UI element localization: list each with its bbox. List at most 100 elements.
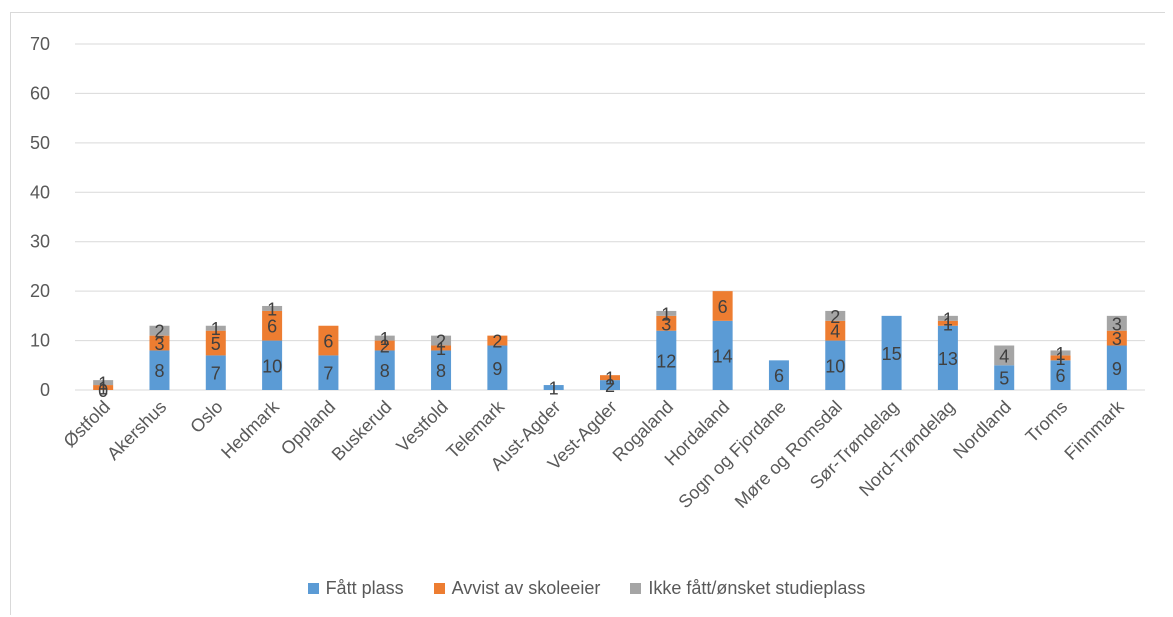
legend-swatch-fatt-plass [307,583,319,594]
legend-swatch-ikke-fatt [630,583,642,594]
data-label: 2 [830,307,840,327]
bar-segment [374,340,395,351]
bar-segment [1050,360,1071,390]
x-category-label: Møre og Romsdal [731,397,846,512]
data-label: 1 [605,369,615,389]
bar-segment [149,325,170,336]
data-label: 5 [211,334,221,354]
data-label: 3 [661,314,671,334]
data-label: 12 [656,351,676,371]
y-tick-label: 60 [30,83,50,103]
bar-segment [149,335,170,351]
y-axis-tick-labels: 0 10 20 30 40 50 60 70 [30,34,50,400]
bar-segment [768,360,789,390]
bar-segment [374,335,395,341]
legend-label-avvist: Avvist av skoleeier [451,578,601,598]
bar-segment [318,355,339,390]
data-label: 6 [1056,366,1066,386]
bar-segment [262,305,283,311]
data-label: 1 [661,304,671,324]
data-label: 10 [262,356,282,376]
x-category-label: Akershus [103,397,170,464]
bar-segment [1106,345,1127,390]
data-label: 9 [492,359,502,379]
chart-frame [10,12,1165,615]
data-label: 1 [943,314,953,334]
gridlines [75,43,1145,391]
bar-segment [205,330,226,356]
data-label: 7 [211,364,221,384]
data-label: 2 [154,322,164,342]
data-label: 1 [98,379,108,399]
x-category-label: Nord-Trøndelag [855,397,959,501]
bar-segment [262,310,283,341]
data-label: 1 [943,309,953,329]
bar-segment [825,320,846,341]
data-label: 4 [830,322,840,342]
data-label: 1 [98,374,108,394]
data-label: 7 [323,364,333,384]
bar-segment [994,365,1015,390]
data-label: 1 [267,299,277,319]
legend: Fått plass Avvist av skoleeier Ikke fått… [0,578,1173,599]
x-category-label: Buskerud [328,397,396,465]
bar-segment [656,310,677,316]
data-label: 2 [492,332,502,352]
x-category-label: Nordland [949,397,1015,463]
data-label: 3 [154,334,164,354]
bar-segment [543,385,564,390]
bar-segment [600,380,620,390]
data-label: 2 [605,376,615,396]
bar-segment [205,325,226,331]
legend-item-fatt-plass: Fått plass [307,578,404,599]
data-label: 4 [999,346,1009,366]
bar-segment [1050,355,1071,361]
legend-swatch-avvist [433,583,445,594]
data-label: 10 [825,356,845,376]
y-tick-label: 30 [30,232,50,252]
data-label: 1 [211,319,221,339]
legend-label-fatt-plass: Fått plass [325,578,404,598]
bar-segment [825,310,846,321]
bar-segment [712,320,733,390]
bar-segment [374,350,395,390]
bar-segment [994,345,1015,366]
bar-segment [656,315,677,331]
bar-segment [712,291,733,321]
bar-segment [1106,315,1127,331]
bar-segment [600,375,620,381]
x-category-label: Finnmark [1060,396,1128,464]
data-label: 14 [713,346,733,366]
data-label: 6 [323,332,333,352]
data-label: 1 [1056,349,1066,369]
bar-segment [937,320,958,326]
data-label: 1 [1056,344,1066,364]
bar-segment [881,315,902,390]
bar-segment [262,340,283,390]
y-tick-label: 70 [30,34,50,54]
data-label: 3 [1112,329,1122,349]
data-label: 8 [380,361,390,381]
data-label: 15 [882,344,902,364]
legend-label-ikke-fatt: Ikke fått/ønsket studieplass [648,578,866,598]
bar-segment [825,340,846,390]
data-label: 0 [98,381,108,401]
bar-segment [937,325,958,390]
bar-segment [656,330,677,390]
data-label: 1 [549,379,559,399]
x-category-label: Troms [1022,397,1072,447]
y-tick-label: 50 [30,133,50,153]
y-tick-label: 0 [40,380,50,400]
data-label: 1 [380,329,390,349]
legend-item-avvist: Avvist av skoleeier [433,578,601,599]
bar-segment [205,355,226,390]
bar-segment [1106,330,1127,346]
data-label: 8 [436,361,446,381]
x-category-label: Sogn og Fjordane [674,397,789,512]
bar-segment [149,350,170,390]
bar-segment [1050,350,1071,356]
data-label: 3 [1112,314,1122,334]
